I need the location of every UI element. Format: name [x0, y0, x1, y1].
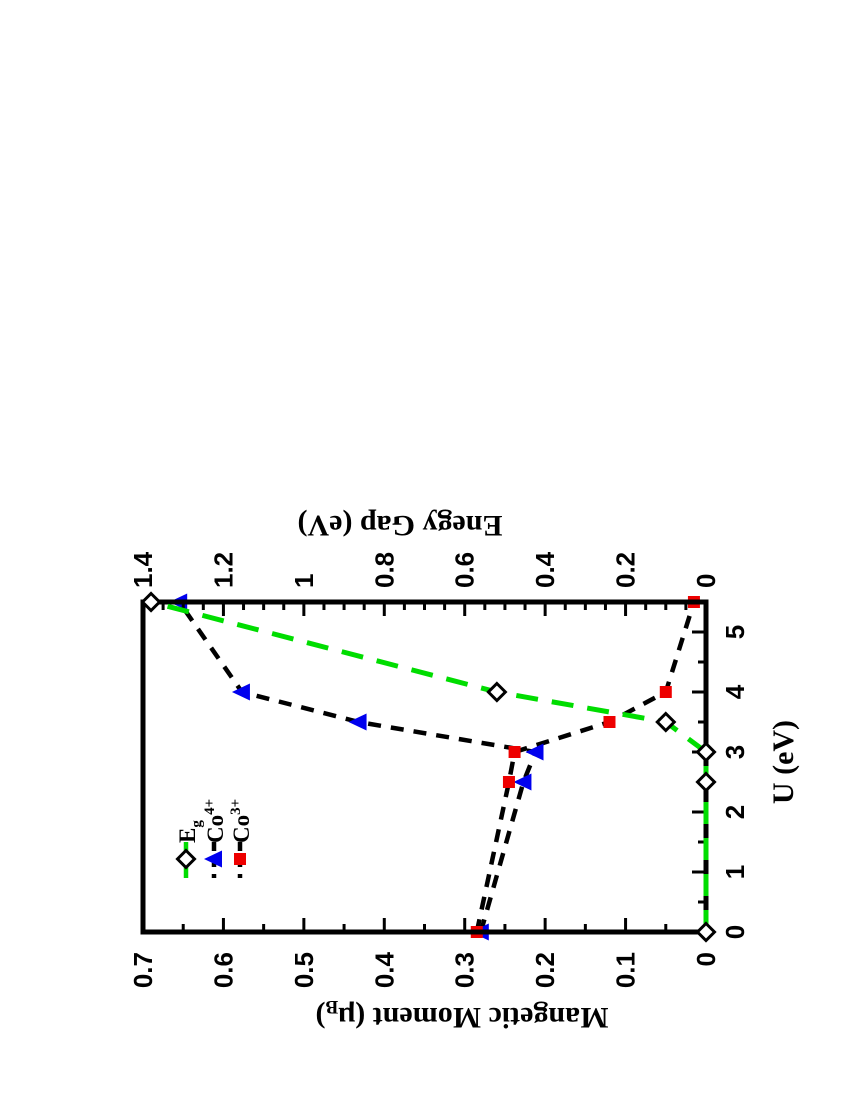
co-series-lines — [177, 600, 697, 933]
Eg-marker-0 — [695, 921, 717, 943]
y-tick-label: 0.5 — [289, 952, 319, 988]
y-tick-label: 0.3 — [450, 952, 480, 988]
x-tick-label: 4 — [720, 684, 750, 699]
x-tick-label: 2 — [720, 805, 750, 819]
x-tick-label: 3 — [720, 745, 750, 759]
y2-axis-title: Enegy Gap (eV) — [298, 509, 503, 542]
Eg-marker-5 — [140, 591, 162, 613]
legend-marker-1 — [204, 850, 222, 868]
Co4+-marker-1 — [513, 773, 532, 791]
Co3+-line — [474, 601, 697, 933]
y2-tick-label: 0.4 — [530, 551, 560, 588]
Co4+-marker-2 — [525, 743, 544, 761]
y2-tick-label: 1 — [289, 574, 319, 588]
Eg-line — [150, 599, 709, 932]
y-tick-label: 0 — [691, 952, 721, 966]
y-tick-label: 0.6 — [208, 952, 238, 988]
Eg-marker-4 — [486, 681, 508, 703]
y-tick-label: 0.2 — [530, 952, 560, 988]
y-tick-label: 0.1 — [611, 952, 641, 988]
Co3+-marker-2 — [508, 746, 521, 758]
Co4+-marker-4 — [231, 683, 250, 701]
legend-label-2: Co3+ — [228, 799, 254, 843]
frame-border — [140, 599, 709, 935]
Co4+-marker-3 — [348, 713, 367, 731]
plot-frame: 0 1 2 3 4 5 0 0.1 0.2 0.3 0.4 0.5 0.6 0.7 0 0.2 0.4 0.6 0.… — [128, 509, 800, 1034]
y2-tick-label: 0 — [691, 574, 721, 588]
y2-tick-label: 0.8 — [369, 552, 399, 588]
x-tick-label: 1 — [720, 865, 750, 879]
legend-marker-0 — [175, 848, 197, 870]
y-axis-title: Mangetic Moment (μB) — [316, 996, 609, 1034]
y-tick-label: 0.4 — [369, 951, 399, 988]
legend-marker-2 — [234, 853, 246, 865]
Eg-marker-2 — [695, 741, 717, 763]
y2-tick-label: 0.6 — [450, 552, 480, 588]
legend-label-1: Co4+ — [202, 799, 228, 843]
Co3+-marker-4 — [659, 686, 672, 698]
Co4+-line — [177, 600, 539, 933]
x-tick-label: 5 — [720, 625, 750, 639]
co-series-markers — [169, 593, 700, 941]
y2-tick-label: 1.4 — [128, 551, 158, 588]
Co3+-marker-3 — [603, 716, 616, 728]
Eg-markers — [140, 591, 717, 943]
Eg-marker-1 — [695, 771, 717, 793]
x-axis-title: U (eV) — [767, 720, 800, 804]
y2-tick-label: 0.2 — [611, 552, 641, 588]
y-tick-label: 0.7 — [128, 952, 158, 988]
Co3+-marker-1 — [502, 776, 515, 788]
x-tick-label: 0 — [720, 925, 750, 939]
legend-label-0: Eg — [175, 820, 205, 843]
y2-tick-label: 1.2 — [208, 552, 238, 588]
Eg-marker-3 — [655, 711, 677, 733]
